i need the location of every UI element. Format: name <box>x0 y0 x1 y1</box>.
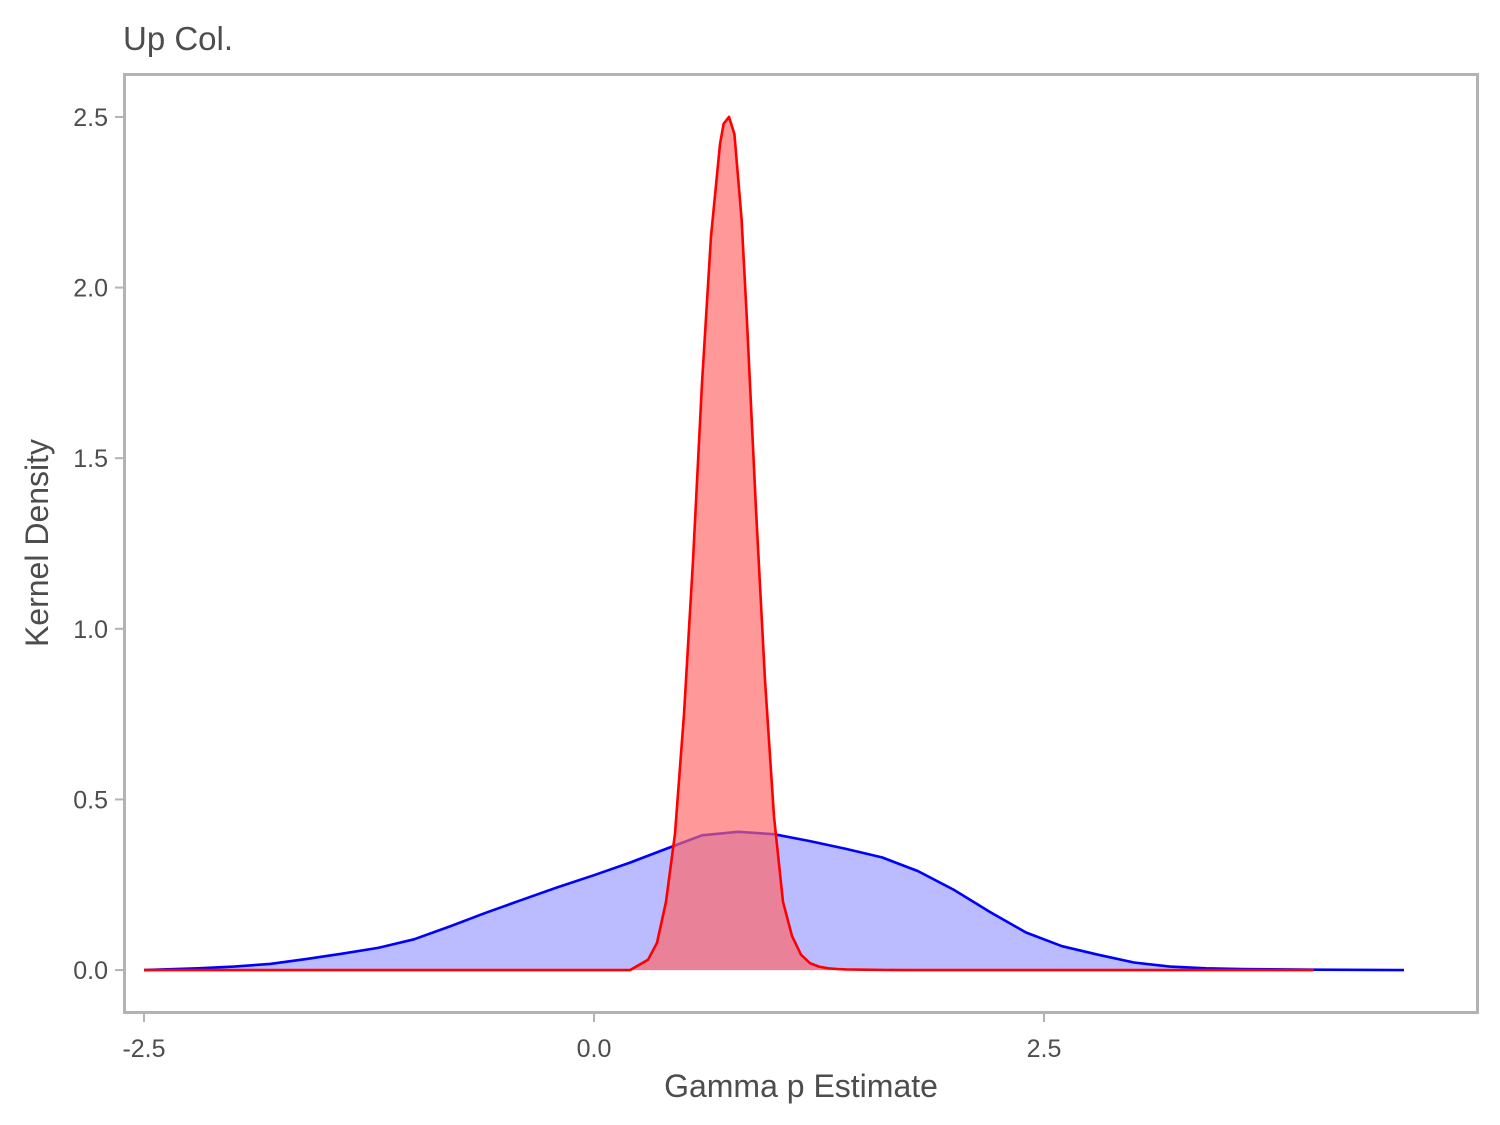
series-layer <box>143 115 1405 972</box>
y-tick-label: 2.5 <box>73 104 108 132</box>
chart-title: Up Col. <box>123 20 233 57</box>
plot-panel-border <box>123 73 1479 1014</box>
density-line-2 <box>144 115 1314 972</box>
y-tick-label: 1.0 <box>73 616 108 644</box>
y-axis-title: Kernel Density <box>19 439 55 647</box>
x-tick-label: 0.0 <box>577 1035 612 1063</box>
density-area-2 <box>144 116 1314 971</box>
y-tick-label: 2.0 <box>73 275 108 303</box>
x-tick-label: 2.5 <box>1027 1035 1062 1063</box>
x-tick-label: -2.5 <box>122 1035 165 1063</box>
x-axis: -2.5 0.0 2.5 <box>122 1014 1061 1063</box>
y-axis: 0.0 0.5 1.0 1.5 2.0 2.5 <box>73 104 123 985</box>
x-axis-title: Gamma p Estimate <box>664 1068 938 1104</box>
y-tick-label: 0.0 <box>73 957 108 985</box>
y-tick-label: 1.5 <box>73 445 108 473</box>
y-tick-label: 0.5 <box>73 786 108 814</box>
